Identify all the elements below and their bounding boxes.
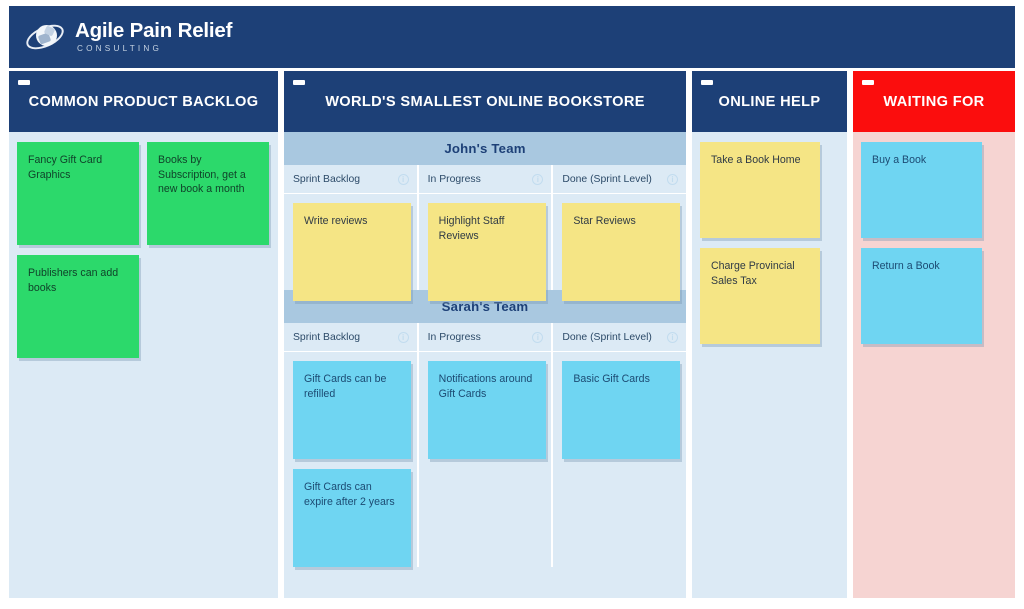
- subcolumn-cards: Write reviews: [284, 194, 417, 301]
- swimlane-title: John's Team: [284, 132, 686, 165]
- card[interactable]: Charge Provincial Sales Tax: [700, 248, 820, 344]
- card[interactable]: Return a Book: [861, 248, 982, 344]
- subcolumn-cards: Highlight Staff Reviews: [419, 194, 552, 301]
- subcolumn-in-progress: In Progress i Notifications around Gift …: [418, 323, 552, 567]
- brand-subtitle: CONSULTING: [77, 43, 163, 53]
- subcolumn-cards: Basic Gift Cards: [553, 352, 686, 459]
- subcolumn-header[interactable]: In Progress i: [418, 165, 552, 194]
- subcolumn-cards: Gift Cards can be refilled Gift Cards ca…: [284, 352, 417, 567]
- column-body-worlds-smallest-online-bookstore: John's Team Sprint Backlog i Write revie…: [284, 132, 686, 598]
- subcolumn-sprint-backlog: Sprint Backlog i Gift Cards can be refil…: [284, 323, 417, 567]
- card-zone: Take a Book Home Charge Provincial Sales…: [692, 132, 847, 344]
- column-header-worlds-smallest-online-bookstore[interactable]: WORLD'S SMALLEST ONLINE BOOKSTORE: [284, 71, 686, 132]
- brand-title: Agile Pain Relief: [75, 19, 233, 43]
- card[interactable]: Notifications around Gift Cards: [427, 361, 546, 459]
- subcolumn-done-sprint-level: Done (Sprint Level) i Basic Gift Cards: [553, 323, 686, 567]
- info-icon[interactable]: i: [532, 331, 544, 343]
- info-icon[interactable]: i: [532, 173, 544, 185]
- info-icon[interactable]: i: [397, 331, 409, 343]
- subcolumn-header[interactable]: In Progress i: [418, 323, 552, 352]
- kanban-board: COMMON PRODUCT BACKLOG Fancy Gift Card G…: [9, 71, 1015, 598]
- column-header-common-product-backlog[interactable]: COMMON PRODUCT BACKLOG: [9, 71, 278, 132]
- subcolumn-header[interactable]: Done (Sprint Level) i: [553, 323, 686, 352]
- card[interactable]: Star Reviews: [562, 203, 681, 301]
- swirl-globe-icon: [22, 19, 68, 55]
- subcolumn-in-progress: In Progress i Highlight Staff Reviews: [418, 165, 552, 301]
- column-online-help: ONLINE HELP Take a Book Home Charge Prov…: [692, 71, 847, 598]
- minus-icon[interactable]: [293, 80, 305, 85]
- subcolumn-header[interactable]: Sprint Backlog i: [284, 323, 417, 352]
- column-title: WORLD'S SMALLEST ONLINE BOOKSTORE: [325, 93, 645, 110]
- subcolumn-cards: Notifications around Gift Cards: [419, 352, 552, 459]
- column-title: COMMON PRODUCT BACKLOG: [28, 93, 259, 110]
- info-icon[interactable]: i: [397, 173, 409, 185]
- minus-icon[interactable]: [862, 80, 874, 85]
- subcolumn-header[interactable]: Sprint Backlog i: [284, 165, 417, 194]
- swimlane-subcolumns: Sprint Backlog i Gift Cards can be refil…: [284, 323, 686, 567]
- subcolumn-cards: Star Reviews: [553, 194, 686, 301]
- card[interactable]: Basic Gift Cards: [562, 361, 681, 459]
- column-title: ONLINE HELP: [718, 93, 821, 110]
- card[interactable]: Buy a Book: [861, 142, 982, 238]
- info-icon[interactable]: i: [667, 173, 679, 185]
- card[interactable]: Highlight Staff Reviews: [427, 203, 546, 301]
- subcolumn-header[interactable]: Done (Sprint Level) i: [553, 165, 686, 194]
- column-header-online-help[interactable]: ONLINE HELP: [692, 71, 847, 132]
- card[interactable]: Write reviews: [293, 203, 411, 301]
- column-waiting-for: WAITING FOR Buy a Book Return a Book: [853, 71, 1015, 598]
- subcolumn-label: Sprint Backlog: [293, 173, 360, 185]
- column-common-product-backlog: COMMON PRODUCT BACKLOG Fancy Gift Card G…: [9, 71, 278, 598]
- card[interactable]: Publishers can add books: [17, 255, 139, 358]
- brand-header: Agile Pain Relief CONSULTING: [9, 6, 1015, 68]
- info-icon[interactable]: i: [667, 331, 679, 343]
- swimlane-subcolumns: Sprint Backlog i Write reviews In Progre…: [284, 165, 686, 301]
- swimlane-sarahs-team: Sarah's Team Sprint Backlog i Gift Cards…: [284, 290, 686, 567]
- subcolumn-sprint-backlog: Sprint Backlog i Write reviews: [284, 165, 417, 301]
- card-zone: Buy a Book Return a Book: [853, 132, 1015, 344]
- column-header-waiting-for[interactable]: WAITING FOR: [853, 71, 1015, 132]
- column-body-common-product-backlog: Fancy Gift Card Graphics Books by Subscr…: [9, 132, 278, 598]
- minus-icon[interactable]: [18, 80, 30, 85]
- minus-icon[interactable]: [701, 80, 713, 85]
- subcolumn-label: Done (Sprint Level): [562, 173, 652, 185]
- swimlane-johns-team: John's Team Sprint Backlog i Write revie…: [284, 132, 686, 301]
- subcolumn-label: Done (Sprint Level): [562, 331, 652, 343]
- card[interactable]: Fancy Gift Card Graphics: [17, 142, 139, 245]
- subcolumn-done-sprint-level: Done (Sprint Level) i Star Reviews: [553, 165, 686, 301]
- column-title: WAITING FOR: [883, 93, 985, 110]
- column-body-online-help: Take a Book Home Charge Provincial Sales…: [692, 132, 847, 598]
- card[interactable]: Gift Cards can be refilled: [293, 361, 411, 459]
- column-worlds-smallest-online-bookstore: WORLD'S SMALLEST ONLINE BOOKSTORE John's…: [284, 71, 686, 598]
- subcolumn-label: In Progress: [427, 331, 481, 343]
- card[interactable]: Books by Subscription, get a new book a …: [147, 142, 269, 245]
- card[interactable]: Gift Cards can expire after 2 years: [293, 469, 411, 567]
- card-zone: Fancy Gift Card Graphics Books by Subscr…: [9, 132, 278, 358]
- column-body-waiting-for: Buy a Book Return a Book: [853, 132, 1015, 598]
- card[interactable]: Take a Book Home: [700, 142, 820, 238]
- subcolumn-label: Sprint Backlog: [293, 331, 360, 343]
- subcolumn-label: In Progress: [427, 173, 481, 185]
